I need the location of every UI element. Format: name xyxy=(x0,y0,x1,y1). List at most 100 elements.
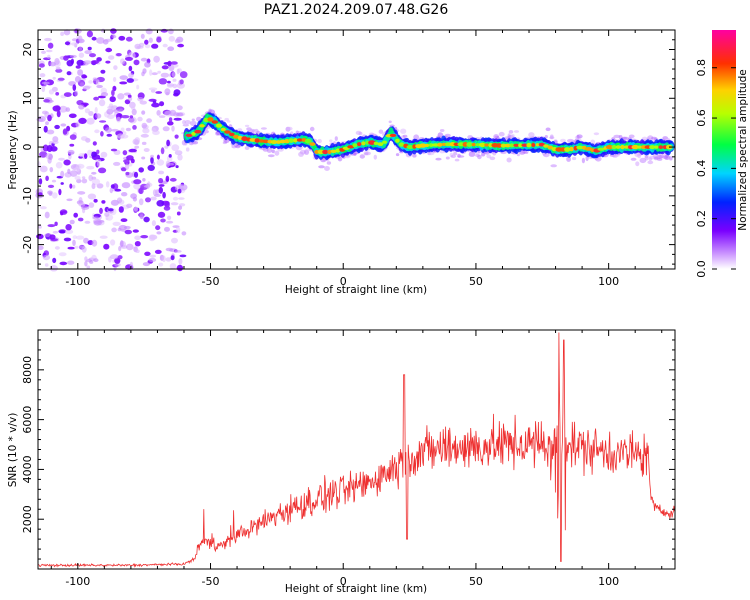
noise-blob xyxy=(78,52,85,58)
noise-blob xyxy=(161,65,169,70)
ridge-core xyxy=(185,133,193,137)
noise-blob xyxy=(75,121,80,128)
noise-blob xyxy=(100,131,104,137)
noise-blob xyxy=(122,150,128,156)
noise-blob xyxy=(119,81,128,85)
noise-blob xyxy=(86,165,95,170)
ridge-core xyxy=(347,145,355,149)
noise-blob xyxy=(176,211,181,216)
ridge-core xyxy=(484,143,489,147)
noise-blob xyxy=(110,148,118,152)
noise-blob xyxy=(68,113,77,119)
noise-blob xyxy=(59,261,68,266)
ridge-core xyxy=(531,142,536,148)
noise-blob xyxy=(81,136,88,141)
noise-blob xyxy=(179,79,184,85)
ridge-core xyxy=(335,148,341,153)
noise-blob xyxy=(39,151,48,158)
ridge-core xyxy=(288,138,295,143)
noise-blob xyxy=(176,105,183,111)
spectrogram-ridge xyxy=(183,112,675,161)
noise-blob xyxy=(132,229,139,233)
noise-blob xyxy=(133,179,142,185)
noise-blob xyxy=(104,212,110,217)
ridge-core xyxy=(606,144,614,150)
noise-blob xyxy=(112,221,121,226)
noise-blob xyxy=(116,116,121,123)
spectrogram-y-tick-label: -20 xyxy=(21,236,34,254)
noise-blob xyxy=(108,55,115,60)
halo-blob xyxy=(581,157,586,164)
noise-blob xyxy=(128,72,134,78)
ridge-core xyxy=(395,138,400,143)
halo-blob xyxy=(498,131,505,137)
halo-blob xyxy=(373,154,377,160)
noise-blob xyxy=(158,178,164,184)
noise-blob xyxy=(149,69,153,76)
noise-blob xyxy=(155,189,160,196)
noise-blob xyxy=(81,246,87,253)
noise-blob xyxy=(150,154,155,158)
noise-blob xyxy=(65,224,72,231)
noise-blob xyxy=(52,257,57,264)
noise-blob xyxy=(171,125,175,132)
noise-blob xyxy=(118,245,122,252)
ridge-core xyxy=(398,142,405,147)
noise-blob xyxy=(141,141,147,145)
noise-blob xyxy=(125,56,133,61)
ridge-core xyxy=(352,143,358,148)
halo-blob xyxy=(550,134,554,139)
noise-blob xyxy=(67,168,71,174)
ridge-core xyxy=(471,142,476,147)
noise-blob xyxy=(170,255,175,261)
halo-blob xyxy=(399,150,404,154)
halo-blob xyxy=(593,132,600,136)
noise-blob xyxy=(66,71,72,76)
noise-blob xyxy=(60,123,67,127)
ridge-core xyxy=(636,145,643,149)
halo-blob xyxy=(435,157,442,161)
noise-blob xyxy=(157,70,162,74)
noise-blob xyxy=(76,59,84,66)
noise-blob xyxy=(178,197,185,200)
spectrogram-x-tick-label: -100 xyxy=(65,275,90,288)
noise-blob xyxy=(64,41,71,46)
ridge-core xyxy=(211,120,218,124)
noise-blob xyxy=(77,191,86,195)
noise-blob xyxy=(96,149,100,154)
halo-blob xyxy=(486,154,492,159)
noise-blob xyxy=(136,84,140,90)
noise-blob xyxy=(133,171,139,178)
noise-blob xyxy=(60,182,64,185)
noise-blob xyxy=(111,89,115,97)
noise-blob xyxy=(70,58,74,65)
halo-blob xyxy=(402,134,408,138)
noise-blob xyxy=(120,58,125,65)
noise-blob xyxy=(167,121,174,126)
noise-blob xyxy=(179,71,188,79)
noise-blob xyxy=(73,212,78,218)
noise-blob xyxy=(42,254,51,261)
spectrogram-x-tick-label: 50 xyxy=(469,275,483,288)
noise-blob xyxy=(174,250,182,253)
noise-blob xyxy=(110,239,116,246)
noise-blob xyxy=(46,49,53,53)
halo-blob xyxy=(185,147,190,152)
ridge-core xyxy=(569,146,574,152)
noise-blob xyxy=(150,156,154,164)
noise-blob xyxy=(84,260,88,267)
noise-blob xyxy=(116,133,125,139)
noise-blob xyxy=(86,117,95,125)
noise-blob xyxy=(77,217,84,222)
noise-blob xyxy=(138,167,144,173)
noise-blob xyxy=(130,158,135,164)
halo-blob xyxy=(324,166,330,171)
noise-blob xyxy=(177,188,182,194)
noise-blob xyxy=(162,191,166,199)
noise-blob xyxy=(98,167,107,174)
noise-blob xyxy=(94,107,98,114)
noise-blob xyxy=(91,36,97,41)
noise-blob xyxy=(142,178,146,182)
noise-blob xyxy=(129,261,134,269)
noise-blob xyxy=(138,187,144,195)
